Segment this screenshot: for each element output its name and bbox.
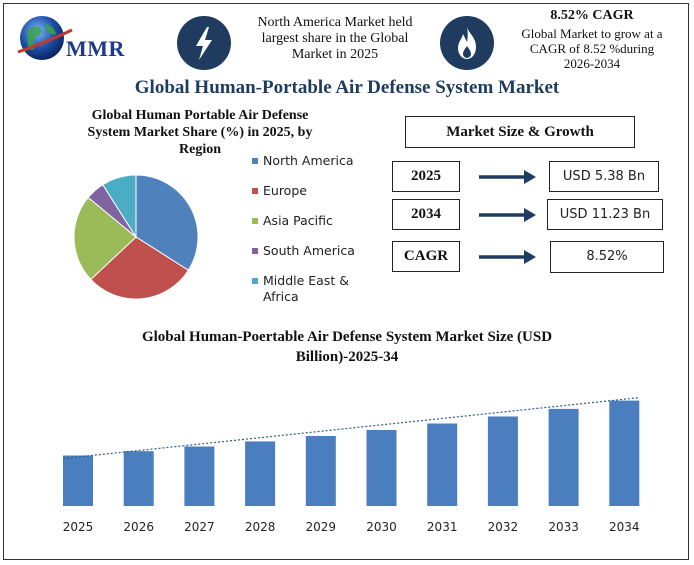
highlight-2-text: Global Market to grow at a CAGR of 8.52 … [500,26,684,71]
bar-chart-title: Global Human-Poertable Air Defense Syste… [0,327,694,367]
bar-2027 [184,446,215,506]
row-value-2025: USD 5.38 Bn [549,161,659,192]
bar-2028 [245,441,276,506]
x-tick-label: 2026 [123,520,154,534]
legend-label-line: Africa [263,289,299,304]
legend-label-line: North America [263,153,354,168]
bar-2032 [487,416,518,506]
flame-icon [458,27,476,59]
highlight-1-line: Market in 2025 [291,47,379,62]
row-label-2025: 2025 [392,161,460,192]
pie-title-line: System Market Share (%) in 2025, by [87,125,313,140]
pie-title-line: Global Human Portable Air Defense [91,108,309,123]
bar-2029 [305,435,336,506]
row-value-2034: USD 11.23 Bn [547,199,663,230]
pie-title-line: Region [179,142,221,157]
x-tick-label: 2031 [427,520,458,534]
highlight-1-text: North America Market held largest share … [238,15,432,63]
highlight-1-line: North America Market held [257,15,413,30]
row-value-cagr: 8.52% [550,241,664,273]
arrow-head [524,170,536,184]
arrow-head [524,208,536,222]
pie-slice-middle-east-africa [102,174,137,239]
bar-2031 [427,423,458,506]
pie-slice-europe [90,236,190,300]
x-tick-label: 2027 [184,520,215,534]
legend-label-line: Middle East & [263,273,349,288]
bar-2025 [63,455,93,506]
legend-label: North America [263,153,373,169]
legend-swatch [252,188,258,194]
highlight-1-badge [177,16,231,70]
legend-swatch [252,248,258,254]
bar-2033 [548,408,579,506]
legend-label-line: Asia Pacific [263,213,333,228]
legend-label: South America [263,243,373,259]
x-tick-label: 2029 [306,520,337,534]
mmr-logo: MMR [14,12,154,68]
logo-text: MMR [66,36,125,61]
arrow-head [524,250,536,264]
x-tick-label: 2034 [609,520,640,534]
market-size-heading: Market Size & Growth [405,116,635,148]
bar-2026 [123,451,154,506]
pie-slice-asia-pacific [73,196,137,281]
arrows [479,170,536,264]
highlight-2-line: CAGR of 8.52 %during [529,41,655,56]
legend-swatch [252,158,258,164]
bar-title-line: Global Human-Poertable Air Defense Syste… [141,329,553,345]
bar-2034 [609,400,640,506]
legend-swatch [252,278,258,284]
highlight-2-badge [440,16,494,70]
x-tick-label: 2028 [245,520,276,534]
row-label-cagr: CAGR [392,241,460,272]
legend-label: Middle East & Africa [263,273,373,305]
legend-label: Asia Pacific [263,213,373,229]
legend-label-line: South America [263,243,355,258]
legend-swatch [252,218,258,224]
highlight-2-line: Global Market to grow at a [521,26,663,41]
cagr-title: 8.52% CAGR [550,8,634,23]
x-tick-label: 2033 [548,520,579,534]
globe-icon [17,16,73,60]
x-tick-label: 2030 [366,520,397,534]
trend-line [62,397,640,460]
legend-label: Europe [263,183,373,199]
bar-2030 [366,429,397,506]
pie-chart-title: Global Human Portable Air Defense System… [62,107,338,158]
highlight-2-line: 2026-2034 [563,56,621,71]
bar-title-line: Billion)-2025-34 [295,349,399,365]
main-title: Global Human-Portable Air Defense System… [134,77,560,98]
row-label-2034: 2034 [392,199,460,230]
highlight-1-line: largest share in the Global [261,31,409,46]
lightning-icon [196,27,212,60]
legend-label-line: Europe [263,183,307,198]
x-tick-label: 2025 [63,520,94,534]
x-tick-label: 2032 [488,520,519,534]
bar-chart: 2025 2026 2027 2028 2029 2030 2031 2032 2033 2034 [62,397,640,534]
pie-chart [73,174,199,300]
